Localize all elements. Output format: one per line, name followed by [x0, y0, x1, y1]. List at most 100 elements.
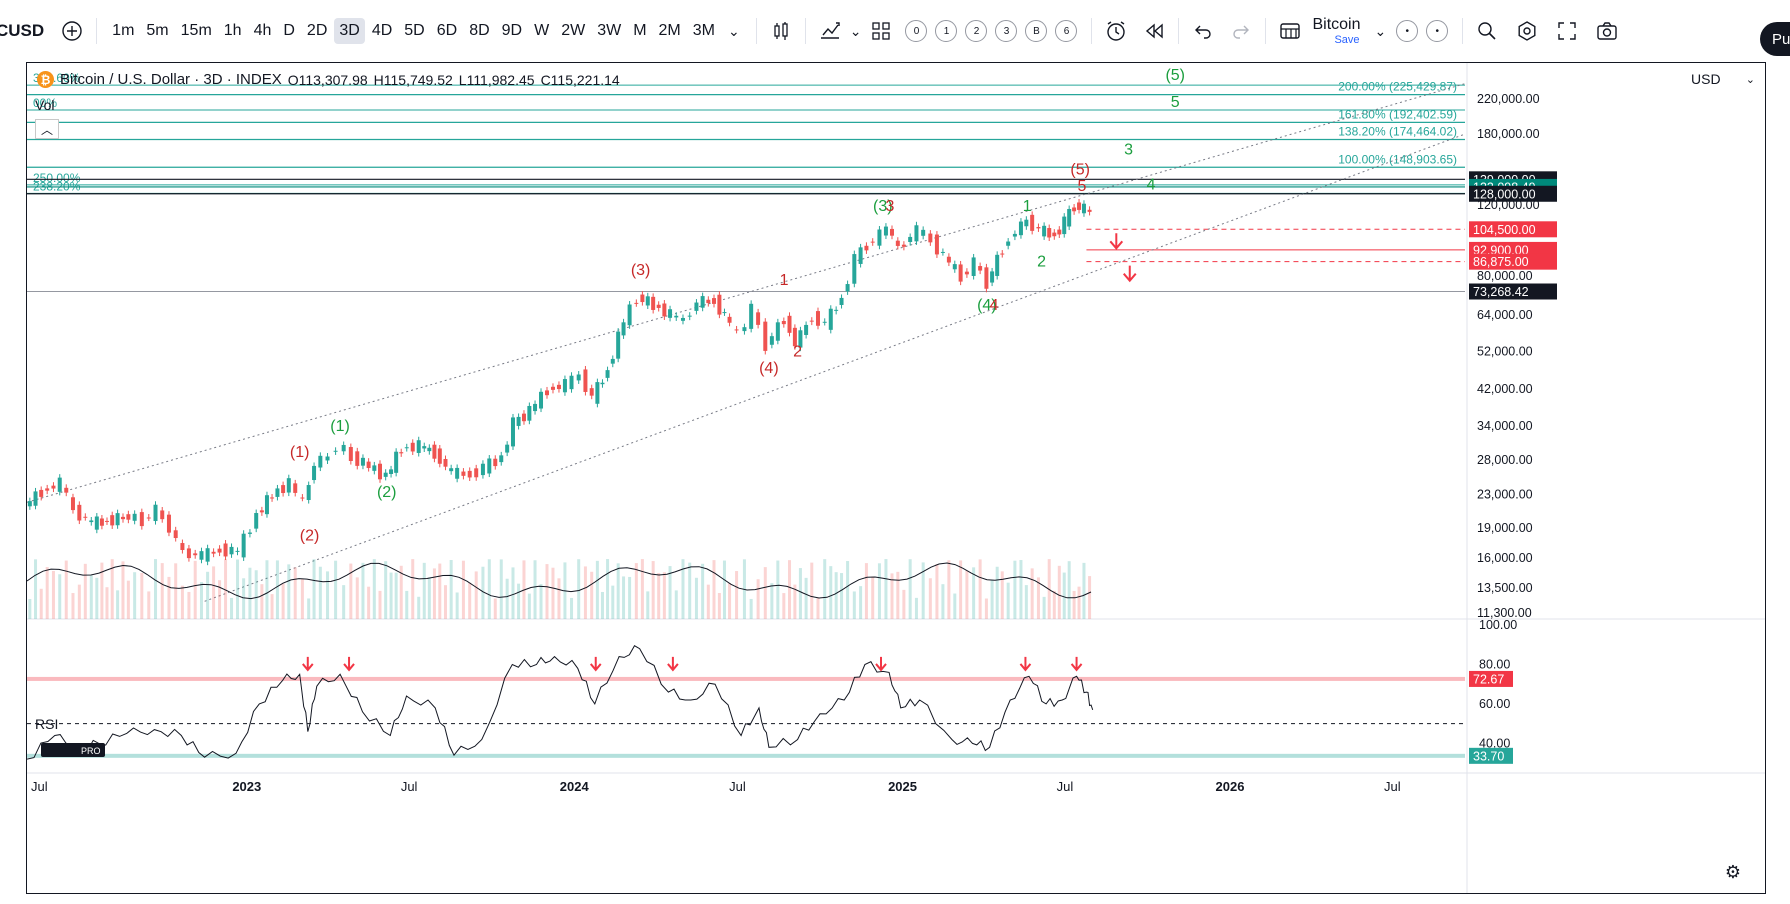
volume-bar [378, 590, 382, 619]
search-zoom-icon[interactable] [1473, 17, 1501, 45]
candle-body [656, 304, 661, 308]
alert-clock-icon[interactable] [1102, 17, 1130, 45]
candle-body [360, 457, 365, 466]
price-label-box [1469, 221, 1557, 238]
candle-body [160, 510, 165, 520]
candle-body [971, 257, 976, 276]
volume-bar [921, 562, 925, 619]
volume-bar [487, 559, 491, 619]
candle-body [153, 504, 158, 522]
dot-button[interactable]: • [1396, 20, 1419, 42]
candle-body [792, 327, 797, 347]
candle-body [645, 296, 650, 306]
timeframe-8d[interactable]: 8D [469, 22, 490, 39]
bar-count-6[interactable]: 6 [1055, 20, 1078, 42]
timeframe-3d[interactable]: 3D [334, 18, 365, 44]
layout-name[interactable]: Bitcoin Save [1312, 15, 1361, 46]
volume-bar [651, 561, 655, 619]
chart-area[interactable]: 200.00% (225,429.87) 161.80% (192,402.59)… [26, 62, 1766, 894]
collapse-chevron-icon[interactable]: ︿ [35, 119, 59, 139]
candle-body [455, 467, 460, 479]
timeframe-chevron-icon[interactable]: ⌄ [728, 22, 740, 39]
volume-bar [1077, 586, 1081, 619]
camera-icon[interactable] [1593, 17, 1621, 45]
elliott-wave-label: (1) [290, 444, 310, 461]
candle-body [270, 497, 275, 499]
rsi-lower-band [27, 753, 1465, 758]
timeframe-5d[interactable]: 5D [404, 22, 425, 39]
fullscreen-icon[interactable] [1553, 17, 1581, 45]
legend-open: O113,307.98 [287, 71, 368, 88]
volume-bar [432, 568, 436, 619]
rsi-label[interactable]: RSI [35, 716, 59, 732]
dot-button[interactable]: • [1426, 20, 1449, 42]
candle-body [389, 469, 394, 474]
bar-count-b[interactable]: B [1025, 20, 1048, 42]
candle-body [694, 302, 699, 311]
timeframe-3m[interactable]: 3M [692, 22, 715, 39]
candle-body [449, 468, 454, 472]
indicators-chevron-icon[interactable]: ⌄ [849, 22, 862, 39]
layout-icon[interactable] [1276, 17, 1304, 45]
timeframe-1h[interactable]: 1h [223, 22, 242, 39]
replay-icon[interactable] [1140, 17, 1168, 45]
settings-icon[interactable] [1513, 17, 1541, 45]
currency-selector[interactable]: USD ⌄ [1685, 67, 1761, 91]
candle-body [193, 553, 198, 556]
elliott-wave-label: 5 [1077, 178, 1086, 195]
volume-bar [793, 584, 797, 619]
volume-bar [270, 594, 274, 619]
volume-bar [1030, 568, 1034, 619]
elliott-wave-label: 3 [1124, 142, 1133, 159]
timeframe-15m[interactable]: 15m [180, 22, 212, 39]
timeframe-9d[interactable]: 9D [501, 22, 523, 39]
layout-name-label: Bitcoin [1312, 15, 1361, 33]
candle-body [474, 468, 479, 478]
candle-body [306, 485, 311, 501]
timeframe-2m[interactable]: 2M [658, 22, 681, 39]
candle-body [70, 497, 75, 511]
volume-bar [517, 583, 521, 619]
symbol-search[interactable]: CUSD [0, 21, 45, 40]
volume-bar [1019, 560, 1023, 619]
volume-bar [45, 567, 49, 619]
layout-chevron-icon[interactable]: ⌄ [1374, 22, 1387, 39]
timeframe-2d[interactable]: 2D [306, 22, 328, 39]
volume-bar [756, 579, 760, 619]
bar-count-1[interactable]: 1 [935, 20, 958, 42]
bar-count-3[interactable]: 3 [995, 20, 1018, 42]
plus-circle-icon[interactable] [58, 17, 86, 45]
timeframe-w[interactable]: W [534, 22, 550, 39]
timeframe-2w[interactable]: 2W [561, 22, 586, 39]
timeframe-6d[interactable]: 6D [436, 22, 458, 39]
timeframe-m[interactable]: M [633, 22, 647, 39]
timeframe-4h[interactable]: 4h [253, 22, 272, 39]
candles-icon[interactable] [767, 17, 795, 45]
candle-body [822, 321, 827, 323]
candle-body [264, 495, 269, 515]
redo-icon[interactable] [1227, 17, 1255, 45]
templates-icon[interactable] [867, 17, 895, 45]
timeframe-d[interactable]: D [283, 22, 295, 39]
volume-label[interactable]: Vol [35, 97, 55, 113]
bar-count-0[interactable]: 0 [905, 20, 928, 42]
publish-button[interactable]: Pu [1760, 22, 1790, 56]
volume-bar [681, 559, 685, 619]
chart-settings-gear-icon[interactable]: ⚙ [1724, 862, 1741, 882]
volume-bar [95, 577, 99, 619]
legend-high: H115,749.52 [373, 71, 453, 88]
candle-body [383, 472, 388, 477]
timeframe-3w[interactable]: 3W [597, 22, 622, 39]
elliott-wave-label: 3 [886, 198, 895, 215]
time-axis-tick: 2026 [1216, 779, 1245, 794]
timeframe-4d[interactable]: 4D [371, 22, 393, 39]
bar-count-2[interactable]: 2 [965, 20, 988, 42]
save-button[interactable]: Save [1334, 33, 1360, 46]
price-label-box [1469, 253, 1557, 270]
chart-canvas[interactable]: 200.00% (225,429.87) 161.80% (192,402.59)… [27, 63, 1766, 894]
timeframe-5m[interactable]: 5m [146, 22, 169, 39]
candle-body [186, 548, 191, 559]
indicators-icon[interactable] [816, 17, 844, 45]
timeframe-1m[interactable]: 1m [112, 22, 135, 39]
undo-icon[interactable] [1189, 17, 1217, 45]
